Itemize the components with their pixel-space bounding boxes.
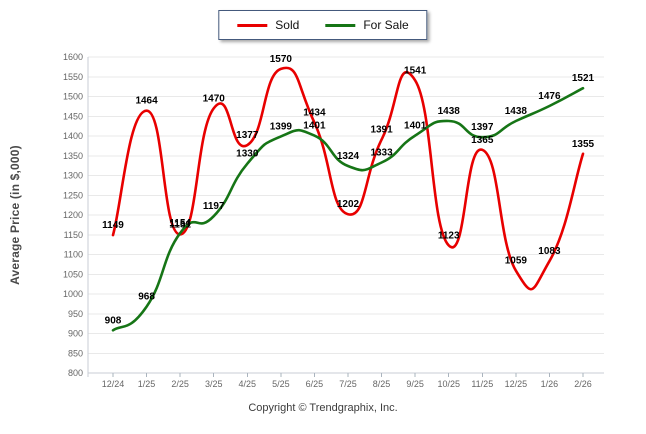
- y-tick-label: 1350: [63, 151, 83, 161]
- y-tick-label: 1100: [64, 250, 83, 260]
- data-label: 1083: [538, 246, 561, 257]
- data-label: 1438: [505, 106, 528, 117]
- y-tick-label: 950: [68, 309, 83, 319]
- data-label: 1401: [303, 121, 326, 132]
- data-label: 1438: [438, 106, 461, 117]
- x-tick-label: 8/25: [373, 379, 391, 389]
- copyright-text: Copyright © Trendgraphix, Inc.: [248, 402, 398, 414]
- data-label: 1391: [370, 125, 393, 136]
- y-tick-label: 1250: [63, 190, 83, 200]
- y-tick-label: 1500: [63, 92, 83, 102]
- legend-label-sold: Sold: [275, 18, 300, 32]
- data-label: 908: [105, 315, 122, 326]
- y-tick-label: 1150: [64, 230, 83, 240]
- x-tick-label: 4/25: [239, 379, 257, 389]
- y-tick-label: 900: [68, 329, 83, 339]
- series-line-for-sale: [111, 86, 585, 332]
- data-label: 968: [138, 292, 155, 303]
- data-label: 1197: [203, 201, 225, 212]
- data-label: 1149: [102, 220, 124, 231]
- y-axis-tick-labels: 800 850 900 950 1000 1050 1100 1150 1200 1250 1300…: [63, 52, 83, 378]
- data-label: 1059: [505, 256, 528, 267]
- x-tick-label: 12/25: [505, 379, 528, 389]
- data-label: 1541: [404, 65, 427, 76]
- x-tick-label: 6/25: [306, 379, 324, 389]
- series-line-sold: [111, 66, 585, 291]
- y-tick-label: 1450: [63, 111, 83, 121]
- data-label: 1365: [471, 135, 494, 146]
- x-tick-label: 1/25: [138, 379, 156, 389]
- data-label: 1355: [572, 139, 595, 150]
- data-labels-for-sale: 908 968 1154 1197 1330 1399 1401 1324 1333 1401 14…: [105, 73, 595, 326]
- y-tick-label: 1400: [63, 131, 83, 141]
- data-label: 1470: [203, 93, 226, 104]
- x-tick-label: 12/24: [102, 379, 125, 389]
- y-tick-label: 1000: [63, 289, 83, 299]
- x-tick-label: 7/25: [339, 379, 357, 389]
- x-tick-label: 5/25: [272, 379, 290, 389]
- y-tick-label: 1550: [63, 72, 83, 82]
- data-label: 1397: [471, 122, 494, 133]
- data-label: 1154: [169, 218, 191, 229]
- x-tick-label: 10/25: [437, 379, 460, 389]
- x-tick-label: 11/25: [471, 379, 493, 389]
- x-tick-label: 1/26: [541, 379, 559, 389]
- for-sale-line-swatch: [325, 23, 356, 27]
- y-tick-label: 1600: [63, 52, 83, 62]
- y-tick-label: 1050: [63, 269, 83, 279]
- data-label: 1324: [337, 151, 360, 162]
- legend-item-sold: Sold: [237, 18, 299, 32]
- data-label: 1123: [438, 230, 460, 241]
- y-tick-label: 800: [68, 368, 83, 378]
- x-tick-label: 9/25: [406, 379, 424, 389]
- y-tick-label: 1200: [63, 210, 83, 220]
- data-label: 1202: [337, 199, 360, 210]
- data-label: 1521: [572, 73, 595, 84]
- x-tick-label: 2/25: [171, 379, 189, 389]
- legend-item-for-sale: For Sale: [325, 18, 409, 32]
- data-label: 1570: [270, 54, 293, 65]
- y-tick-label: 1300: [63, 171, 83, 181]
- data-label: 1399: [270, 121, 293, 132]
- x-tick-label: 2/26: [574, 379, 592, 389]
- data-label: 1377: [236, 130, 259, 141]
- axes: [87, 57, 604, 377]
- legend-label-for-sale: For Sale: [363, 18, 409, 32]
- legend: Sold For Sale: [218, 10, 428, 40]
- data-label: 1401: [404, 121, 427, 132]
- data-label: 1330: [236, 149, 259, 160]
- x-tick-label: 3/25: [205, 379, 223, 389]
- data-label: 1151: [169, 219, 191, 230]
- data-label: 1476: [538, 91, 561, 102]
- data-labels-sold: 1149 1464 1151 1470 1377 1570 1434 1202 1391 1541…: [102, 54, 594, 267]
- y-tick-label: 850: [68, 348, 83, 358]
- data-label: 1434: [303, 108, 326, 119]
- data-label: 1333: [370, 147, 393, 158]
- x-axis-tick-labels: 12/24 1/25 2/25 3/25 4/25 5/25 6/25 7/25 8/25 9/2…: [102, 373, 592, 389]
- sold-line-swatch: [237, 23, 268, 27]
- data-label: 1464: [135, 96, 158, 107]
- y-gridlines: [88, 56, 604, 374]
